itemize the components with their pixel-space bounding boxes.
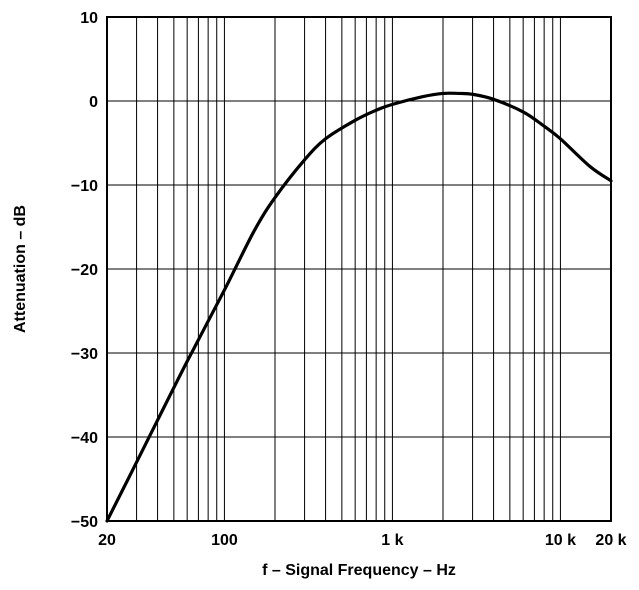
- x-tick-labels: 20 100 1 k 10 k 20 k: [98, 532, 627, 549]
- x-axis-title: f – Signal Frequency – Hz: [262, 562, 456, 579]
- x-tick-label: 20: [98, 532, 116, 549]
- x-tick-label: 100: [211, 532, 238, 549]
- x-tick-label: 20 k: [595, 532, 626, 549]
- attenuation-curve: [105, 91, 613, 523]
- y-tick-labels: 10 0 −10 −20 −30 −40 −50: [71, 10, 98, 531]
- y-tick-label: 0: [89, 94, 98, 111]
- data-series: [105, 91, 613, 523]
- y-tick-label: −50: [71, 514, 98, 531]
- grid: [107, 17, 611, 521]
- plot-frame: [106, 16, 612, 522]
- x-tick-label: 1 k: [381, 532, 403, 549]
- y-tick-label: −30: [71, 346, 98, 363]
- y-tick-label: 10: [80, 10, 98, 27]
- y-tick-label: −20: [71, 262, 98, 279]
- y-tick-label: −40: [71, 430, 98, 447]
- y-tick-label: −10: [71, 178, 98, 195]
- y-axis-title: Attenuation – dB: [12, 205, 29, 333]
- x-tick-label: 10 k: [545, 532, 576, 549]
